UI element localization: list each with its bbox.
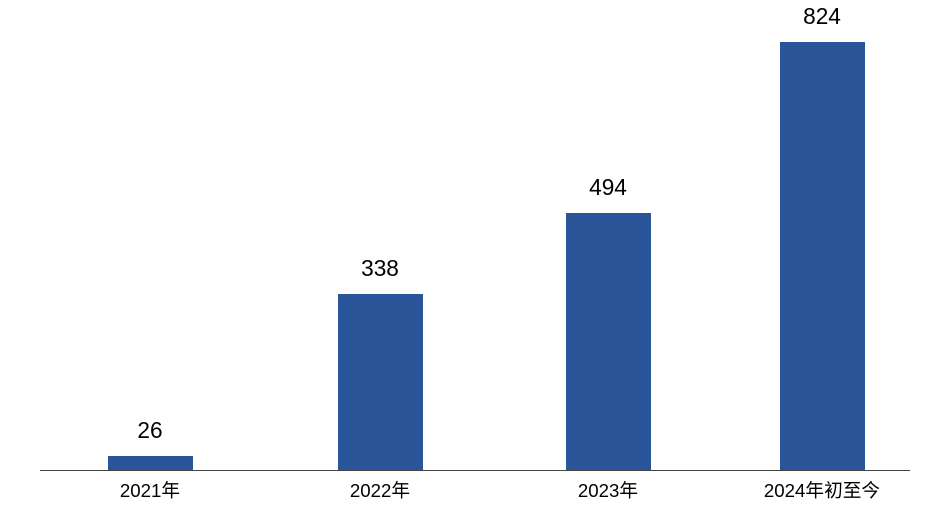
bar-chart: 26 2021年 338 2022年 494 2023年 824 2024年初至今 [0, 0, 930, 516]
bar-1 [338, 294, 423, 470]
bar-2 [566, 213, 651, 470]
value-label-3: 824 [803, 3, 841, 30]
category-label-2: 2023年 [578, 476, 638, 503]
value-label-0: 26 [137, 417, 162, 444]
value-label-2: 494 [589, 174, 627, 201]
category-label-1: 2022年 [350, 476, 410, 503]
x-axis-line [40, 470, 910, 471]
bar-0 [108, 456, 193, 470]
value-label-1: 338 [361, 255, 399, 282]
category-label-3: 2024年初至今 [764, 476, 880, 503]
category-label-0: 2021年 [120, 476, 180, 503]
bar-3 [780, 42, 865, 470]
